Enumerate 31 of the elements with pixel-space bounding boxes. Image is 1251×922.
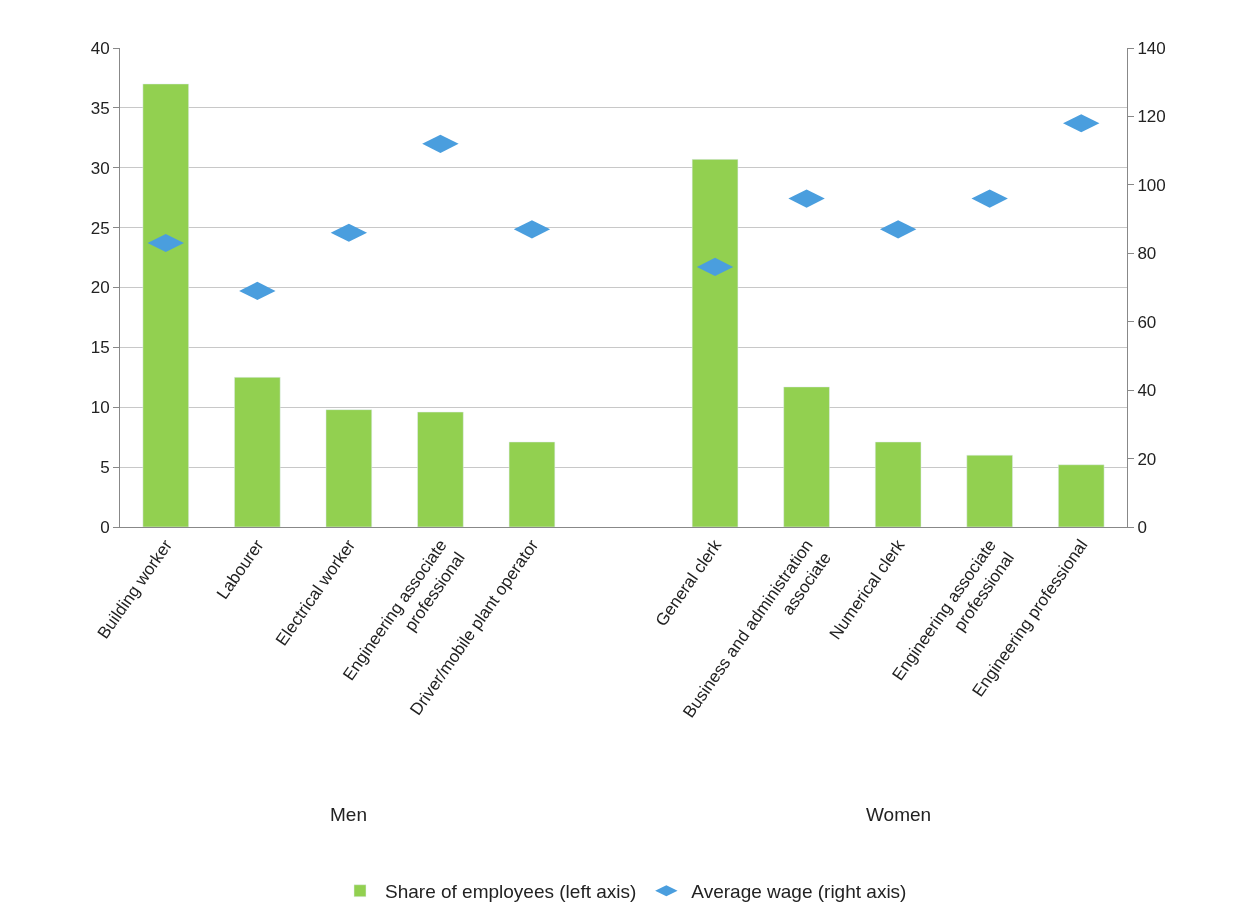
y2-tick-label: 40: [1137, 381, 1157, 401]
y-tick-label: 10: [90, 398, 110, 418]
y2-tick-label: 120: [1137, 107, 1166, 127]
y-tick-label: 25: [90, 218, 110, 238]
bar: [875, 441, 922, 527]
bar: [508, 441, 556, 527]
y-tick-label: 0: [100, 517, 110, 537]
bar: [325, 409, 372, 527]
y-tick-label: 35: [90, 98, 110, 118]
y2-tick-label: 20: [1137, 449, 1157, 469]
bar: [783, 386, 830, 527]
text: Women: [866, 804, 932, 825]
y2-tick-label: 80: [1137, 244, 1157, 264]
y2-tick-label: 100: [1137, 175, 1166, 195]
text: Men: [330, 804, 367, 825]
legend-label: Share of employees (left axis): [385, 881, 637, 903]
bar: [234, 377, 281, 527]
bar: [691, 159, 739, 527]
y2-tick-label: 0: [1137, 517, 1147, 537]
y-tick-label: 40: [90, 38, 110, 58]
y2-tick-label: 140: [1137, 38, 1166, 58]
bar: [966, 454, 1013, 527]
y-tick-label: 20: [90, 278, 110, 298]
y2-tick-label: 60: [1137, 312, 1157, 332]
bar: [1058, 464, 1105, 527]
bar: [417, 411, 464, 527]
bar: [142, 83, 189, 527]
legend-label: Average wage (right axis): [691, 881, 907, 903]
y-tick-label: 5: [100, 458, 110, 478]
y-tick-label: 30: [90, 158, 110, 178]
y-tick-label: 15: [90, 338, 110, 358]
